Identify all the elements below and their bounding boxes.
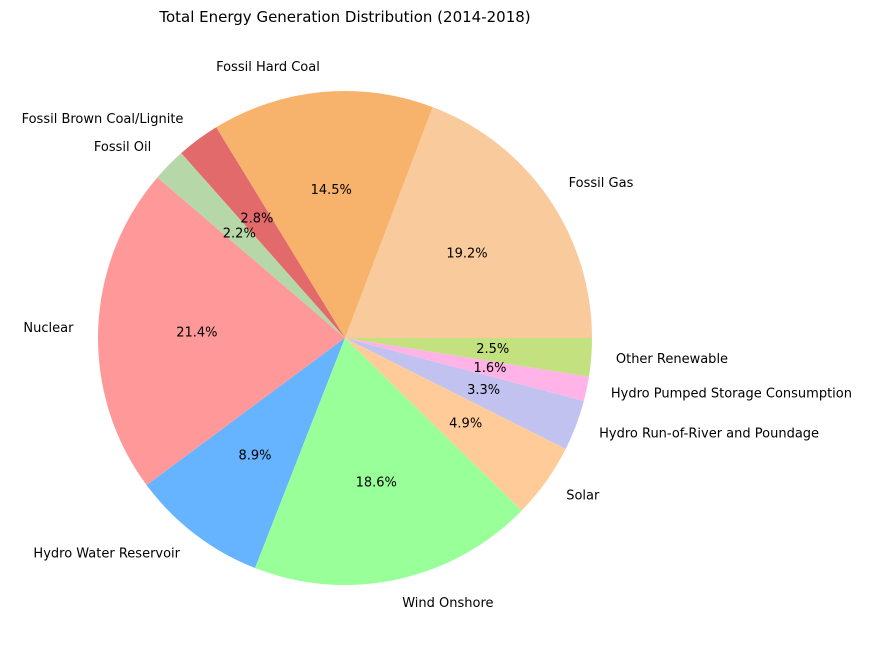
pie-category-label: Fossil Oil — [94, 140, 151, 155]
chart-title: Total Energy Generation Distribution (20… — [158, 8, 530, 26]
pie-slice-hydro-pumped-storage-consumption — [345, 338, 589, 401]
pie-percent-label: 21.4% — [176, 325, 217, 340]
pie-category-label: Solar — [566, 488, 600, 503]
pie-slice-hydro-run-of-river-and-poundage — [345, 338, 584, 449]
pie-percent-label: 14.5% — [311, 183, 352, 198]
pie-percent-label: 2.8% — [240, 211, 273, 226]
pie-slice-other-renewable — [345, 338, 592, 377]
pie-percent-label: 19.2% — [446, 246, 487, 261]
pie-category-label: Other Renewable — [616, 352, 728, 367]
pie-percent-label: 2.2% — [223, 227, 256, 242]
pie-labels: 19.2% Fossil Gas 14.5% Fossil Hard Coal 2.8%… — [22, 60, 852, 611]
pie-category-label: Hydro Pumped Storage Consumption — [611, 386, 852, 401]
pie-slice-fossil-hard-coal — [216, 91, 433, 339]
pie-slice-fossil-gas — [345, 107, 592, 338]
pie-category-label: Fossil Hard Coal — [216, 60, 320, 75]
pie-percent-label: 18.6% — [356, 475, 397, 490]
pie-category-label: Hydro Run-of-River and Poundage — [599, 427, 819, 442]
pie-category-label: Nuclear — [23, 321, 74, 336]
pie-percent-label: 8.9% — [238, 448, 271, 463]
pie-slice-wind-onshore — [255, 338, 522, 586]
pie-slice-solar — [345, 338, 566, 511]
pie-category-label: Wind Onshore — [402, 596, 493, 611]
pie-slice-fossil-oil — [157, 153, 345, 338]
pie-category-label: Fossil Brown Coal/Lignite — [22, 112, 184, 127]
pie-percent-label: 1.6% — [474, 361, 507, 376]
pie-category-label: Fossil Gas — [569, 176, 634, 191]
pie-percent-label: 4.9% — [449, 417, 482, 432]
pie-slice-nuclear — [98, 177, 345, 486]
pie-slice-fossil-brown-coal-lignite — [181, 127, 345, 339]
pie-slice-hydro-water-reservoir — [146, 338, 345, 569]
pie-category-label: Hydro Water Reservoir — [33, 546, 180, 561]
pie-percent-label: 2.5% — [476, 342, 509, 357]
pie-slices — [98, 91, 592, 586]
pie-percent-label: 3.3% — [467, 383, 500, 398]
